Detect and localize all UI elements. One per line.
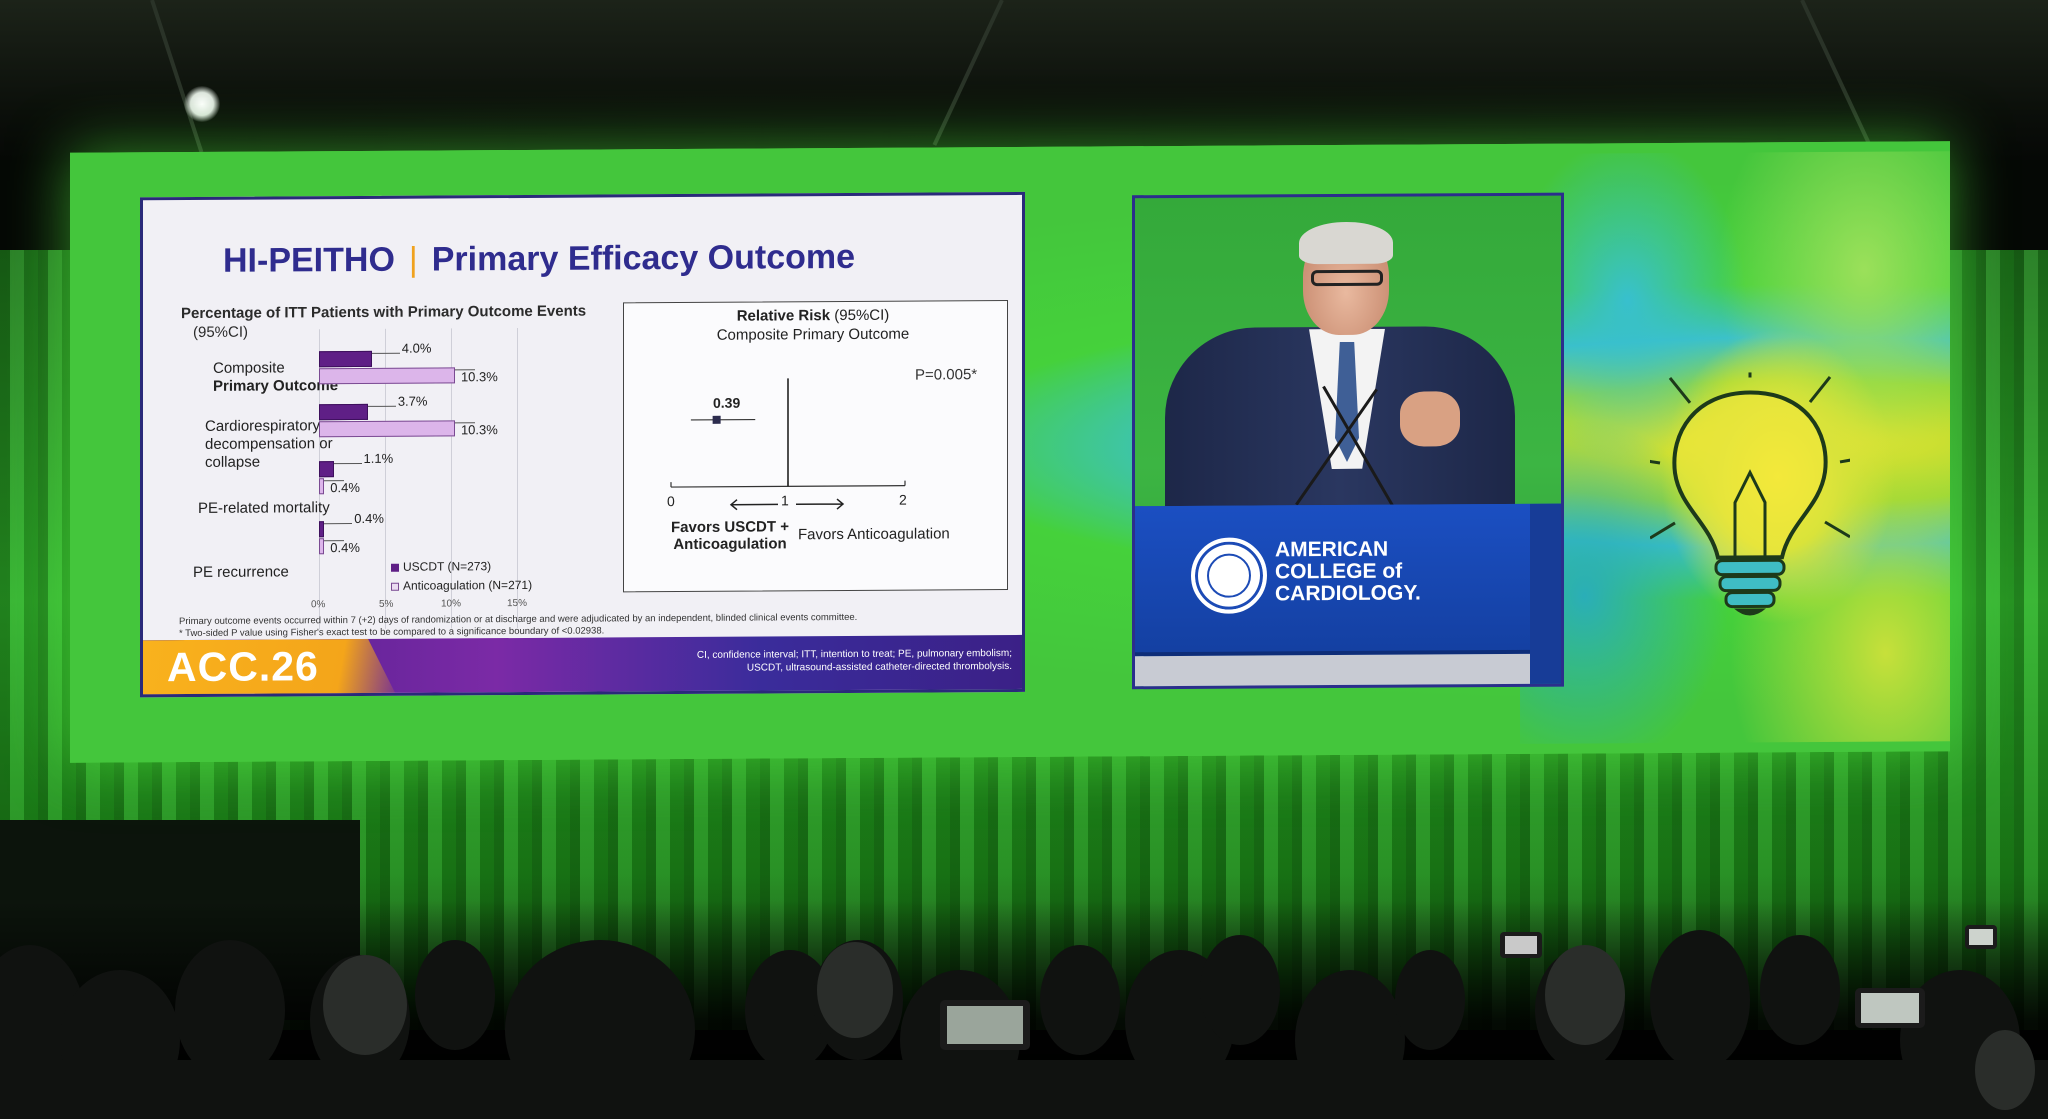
ceiling-rig [0, 0, 2048, 160]
rr-favors-left-line: Anticoagulation [673, 535, 787, 554]
footer-text-line: USCDT, ultrasound-assisted catheter-dire… [746, 660, 1012, 674]
rr-point [712, 415, 721, 424]
podium-front: AMERICAN COLLEGE of CARDIOLOGY. [1135, 503, 1530, 657]
speaker-hand [1400, 391, 1460, 447]
presentation-slide: HI-PEITHO | Primary Efficacy Outcome Perce… [140, 191, 1025, 698]
ceiling-truss [1800, 0, 1872, 146]
podium-base [1135, 653, 1530, 690]
rr-favors-left-line: Favors USCDT + [671, 518, 789, 537]
rr-tick-label: 0 [667, 493, 675, 510]
podium-side [1530, 503, 1564, 690]
rr-plot [670, 378, 906, 511]
rr-tick-label: 2 [899, 491, 907, 508]
rr-favors-right: Favors Anticoagulation [798, 525, 950, 544]
speaker-hair [1299, 221, 1393, 265]
stage-speaker-box [0, 820, 360, 1020]
rr-tick-label: 1 [781, 492, 789, 509]
acc-logo: ACC.26 [167, 643, 319, 691]
ceiling-truss [932, 0, 1004, 146]
org-name-line: COLLEGE of [1275, 559, 1403, 584]
rr-favors-left: Favors USCDT + Anticoagulation [670, 518, 790, 553]
stage-spotlight [184, 86, 220, 122]
footer-abbreviations: CI, confidence interval; ITT, intention … [652, 647, 1012, 675]
speaker-glasses [1311, 269, 1383, 287]
projection-screen: HI-PEITHO | Primary Efficacy Outcome Perce… [70, 141, 1950, 763]
slide-footer: ACC.26 CI, confidence interval; ITT, int… [143, 634, 1025, 698]
speaker-video-panel: AMERICAN COLLEGE of CARDIOLOGY. [1132, 192, 1564, 690]
rr-arrow-left-icon [729, 499, 778, 511]
ceiling-truss [150, 0, 204, 153]
lightbulb-icon [1650, 371, 1850, 616]
acc-seal-inner [1207, 553, 1251, 598]
podium-org-name: AMERICAN COLLEGE of CARDIOLOGY. [1275, 537, 1421, 606]
org-name-line: CARDIOLOGY. [1275, 581, 1421, 606]
rr-arrow-right-icon [796, 498, 845, 510]
rr-point-label: 0.39 [713, 394, 741, 411]
acc-badge: ACC.26 [143, 639, 403, 698]
acc-seal-icon [1191, 537, 1267, 614]
podium: AMERICAN COLLEGE of CARDIOLOGY. [1135, 503, 1564, 690]
org-name-line: AMERICAN [1275, 537, 1389, 562]
